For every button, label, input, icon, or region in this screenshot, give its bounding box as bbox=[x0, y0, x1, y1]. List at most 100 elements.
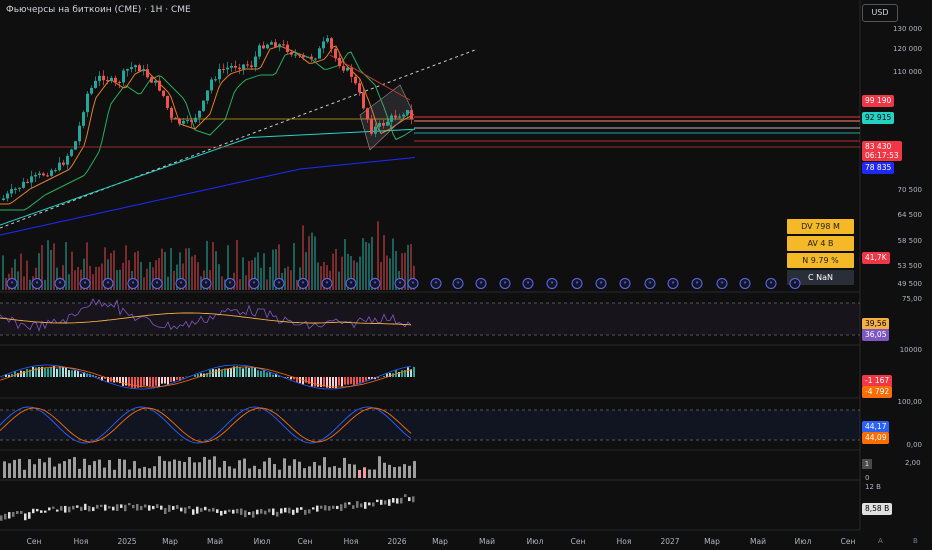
macd-bar bbox=[212, 369, 214, 377]
volume-bar bbox=[404, 252, 406, 290]
secondary-volume-bar bbox=[188, 457, 191, 478]
obv-bar bbox=[296, 507, 299, 513]
volume-bar bbox=[26, 260, 28, 290]
candle bbox=[386, 121, 389, 126]
event-marker-icon[interactable]: » bbox=[691, 278, 703, 289]
macd-bar bbox=[116, 377, 118, 383]
event-marker-icon[interactable]: » bbox=[475, 278, 487, 289]
macd-bar bbox=[398, 372, 400, 377]
volume-bar bbox=[365, 241, 367, 290]
obv-bar bbox=[144, 504, 147, 508]
obv-bar bbox=[388, 499, 391, 506]
vol2-value: 2,00 bbox=[905, 459, 921, 467]
obv-bar bbox=[276, 511, 279, 517]
event-marker-icon[interactable]: » bbox=[619, 278, 631, 289]
candle bbox=[198, 110, 201, 118]
event-marker-icon[interactable]: » bbox=[6, 278, 18, 289]
volume-bar bbox=[134, 252, 136, 290]
event-marker-icon[interactable]: » bbox=[546, 278, 558, 289]
event-marker-icon[interactable]: » bbox=[127, 278, 139, 289]
obv-bar bbox=[400, 497, 403, 504]
stat-c: C NaN bbox=[787, 270, 854, 285]
obv-bar bbox=[392, 498, 395, 503]
volume-bar bbox=[41, 245, 43, 290]
event-marker-icon[interactable]: » bbox=[407, 278, 419, 289]
volume-bar bbox=[296, 279, 298, 290]
event-marker-icon[interactable]: » bbox=[224, 278, 236, 289]
macd-signal-line bbox=[0, 366, 412, 388]
event-marker-icon[interactable]: » bbox=[430, 278, 442, 289]
event-marker-icon[interactable]: » bbox=[31, 278, 43, 289]
obv-bar bbox=[236, 508, 239, 514]
volume-bar bbox=[263, 253, 265, 290]
stoch-tick-top: 100,00 bbox=[897, 398, 923, 406]
macd-bar bbox=[332, 377, 334, 388]
symbol-title[interactable]: Фьючерсы на биткоин (CME) · 1H · CME bbox=[6, 5, 191, 15]
candle bbox=[34, 174, 37, 177]
macd-bar bbox=[236, 366, 238, 377]
macd-bar bbox=[413, 366, 415, 377]
volume-bar bbox=[395, 251, 397, 290]
event-marker-icon[interactable]: » bbox=[200, 278, 212, 289]
secondary-volume-bar bbox=[48, 457, 51, 478]
event-marker-icon[interactable]: » bbox=[273, 278, 285, 289]
macd-bar bbox=[410, 369, 412, 377]
time-axis-label: Июл bbox=[253, 537, 271, 546]
event-marker-icon[interactable]: » bbox=[789, 278, 801, 289]
event-marker-icon[interactable]: » bbox=[499, 278, 511, 289]
event-marker-icon[interactable]: » bbox=[595, 278, 607, 289]
candle bbox=[134, 65, 137, 68]
obv-bar bbox=[128, 503, 131, 506]
obv-bar bbox=[352, 505, 355, 509]
event-marker-icon[interactable]: » bbox=[175, 278, 187, 289]
event-marker-icon[interactable]: » bbox=[522, 278, 534, 289]
volume-bar bbox=[275, 249, 277, 290]
macd-bar bbox=[38, 367, 40, 377]
candle bbox=[274, 42, 277, 48]
event-marker-icon[interactable]: » bbox=[54, 278, 66, 289]
event-marker-icon[interactable]: » bbox=[151, 278, 163, 289]
obv-bar bbox=[36, 508, 39, 512]
pane-badge[interactable]: 1 bbox=[862, 459, 872, 469]
volume-bar bbox=[350, 255, 352, 290]
macd-bar bbox=[197, 374, 199, 377]
event-marker-icon[interactable]: » bbox=[102, 278, 114, 289]
candle bbox=[382, 122, 385, 126]
event-marker-icon[interactable]: » bbox=[644, 278, 656, 289]
auto-scale-toggle[interactable]: A bbox=[878, 537, 883, 545]
obv-bar bbox=[248, 512, 251, 515]
secondary-volume-bar bbox=[363, 467, 366, 478]
volume-bar bbox=[62, 265, 64, 290]
event-marker-icon[interactable]: » bbox=[248, 278, 260, 289]
event-marker-icon[interactable]: » bbox=[394, 278, 406, 289]
macd-bar bbox=[251, 367, 253, 377]
event-marker-icon[interactable]: » bbox=[667, 278, 679, 289]
event-marker-icon[interactable]: » bbox=[321, 278, 333, 289]
event-marker-icon[interactable]: » bbox=[571, 278, 583, 289]
obv-bar bbox=[280, 508, 283, 514]
wedge-pattern bbox=[359, 84, 413, 151]
event-marker-icon[interactable]: » bbox=[716, 278, 728, 289]
candle bbox=[110, 77, 113, 81]
log-scale-toggle[interactable]: B bbox=[913, 537, 918, 545]
volume-bar bbox=[137, 250, 139, 290]
event-marker-icon[interactable]: » bbox=[369, 278, 381, 289]
event-marker-icon[interactable]: » bbox=[739, 278, 751, 289]
macd-bar bbox=[338, 377, 340, 386]
secondary-volume-bar bbox=[313, 461, 316, 478]
currency-button[interactable]: USD bbox=[862, 4, 898, 22]
volume-bar bbox=[413, 265, 415, 290]
volume-bar bbox=[317, 262, 319, 290]
time-axis-label: Мар bbox=[162, 537, 178, 546]
event-marker-icon[interactable]: » bbox=[452, 278, 464, 289]
event-marker-icon[interactable]: » bbox=[79, 278, 91, 289]
event-marker-icon[interactable]: » bbox=[297, 278, 309, 289]
macd-bar bbox=[269, 372, 271, 377]
obv-bar bbox=[160, 505, 163, 510]
volume-bar bbox=[176, 264, 178, 290]
event-marker-icon[interactable]: » bbox=[345, 278, 357, 289]
macd-bar bbox=[134, 377, 136, 389]
secondary-volume-bar bbox=[153, 466, 156, 478]
event-marker-icon[interactable]: » bbox=[765, 278, 777, 289]
